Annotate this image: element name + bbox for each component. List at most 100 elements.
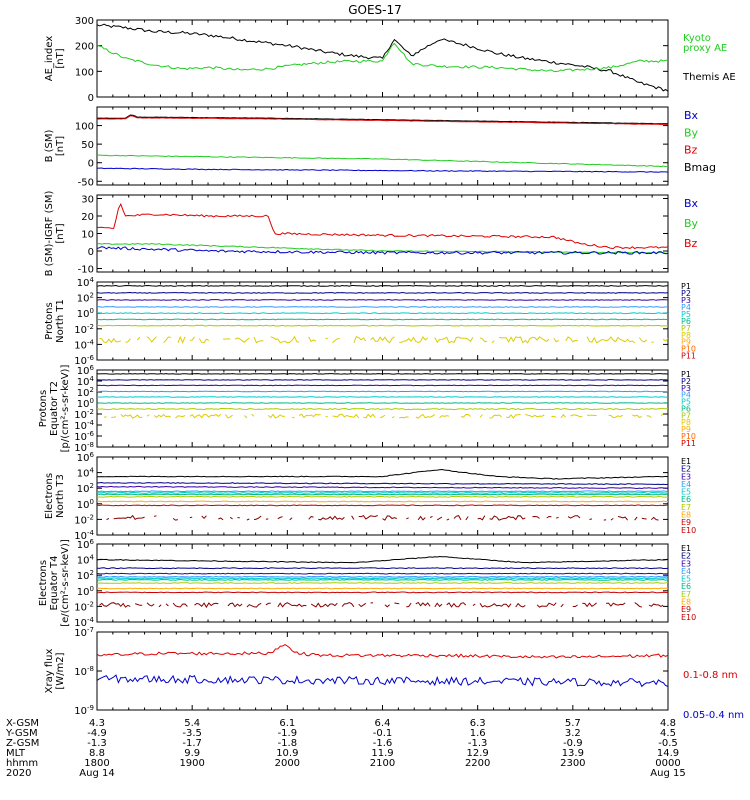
y-tick-label: 10-4: [74, 338, 94, 351]
legend-item: E4: [681, 480, 691, 489]
series-line-E3: [97, 485, 668, 490]
legend-item: P11: [681, 352, 696, 361]
y-tick-label: 10-8: [74, 665, 94, 678]
y-tick-label: 10-2: [74, 600, 94, 613]
x-axis-value: 9.9: [184, 748, 200, 759]
legend-item: E5: [681, 575, 691, 584]
y-tick-label: 0: [88, 159, 94, 170]
y-tick-label: 10-9: [74, 704, 94, 717]
legend-item: P10: [681, 345, 696, 354]
series-line-P1: [97, 284, 668, 287]
legend-item: E2: [681, 552, 691, 561]
legend-item: By: [684, 217, 699, 230]
x-axis-value: 6.1: [279, 718, 295, 729]
y-axis-label: North T3: [55, 474, 66, 518]
y-axis-label: [p/(cm²-s-sr-keV)]: [60, 365, 71, 453]
y-tick-label: 20: [81, 212, 94, 223]
legend-item: P2: [681, 289, 691, 298]
legend-item: E6: [681, 582, 691, 591]
y-tick-label: 10-4: [74, 616, 94, 629]
y-tick-label: 10-2: [74, 513, 94, 526]
panel-frame: [96, 106, 669, 186]
series-line-P7: [97, 324, 668, 327]
panel-legend: 0.1-0.8 nm 0.05-0.4 nm: [683, 670, 744, 721]
y-tick-label: 10: [81, 230, 94, 241]
x-axis-value: -1.9: [278, 728, 298, 739]
series-line-E6: [97, 578, 668, 581]
legend-item: P11: [681, 439, 696, 448]
x-axis-value: 5.4: [184, 718, 200, 729]
x-axis-value: 1800: [84, 758, 109, 769]
series-line-Bx: [97, 167, 668, 173]
series-line-P8: [103, 413, 664, 419]
series-line-E7: [97, 495, 668, 498]
legend-item: P5: [681, 398, 691, 407]
x-axis-value: 6.4: [375, 718, 391, 729]
panel-bigrf: -10 0 10 20 30 B (SM)-IGRF (SM) [nT] Bx By Bz: [44, 191, 699, 277]
legend-item: P7: [681, 411, 691, 420]
panel-frame: [96, 194, 669, 273]
legend-item: Bx: [684, 109, 699, 122]
series-line-E2: [97, 481, 668, 486]
x-axis-value: 12.9: [467, 748, 489, 759]
legend-item: P10: [681, 432, 696, 441]
y-tick-label: 100: [77, 397, 94, 410]
series-group: [97, 202, 668, 255]
legend-item: Bz: [684, 144, 698, 157]
series-group: [97, 284, 668, 345]
series-line-E5: [97, 491, 668, 494]
y-tick-label: 106: [77, 364, 95, 377]
series-line-P5: [97, 312, 668, 315]
legend-item: P6: [681, 404, 691, 413]
y-tick-label: 10-4: [74, 419, 94, 432]
y-tick-label: -50: [78, 177, 94, 188]
legend-item: E1: [681, 457, 691, 466]
y-axis-label: AE_index: [44, 36, 55, 82]
y-axis-label: [W/m2]: [55, 652, 66, 689]
y-tick-label: 104: [77, 375, 95, 388]
legend-item: 0.05-0.4 nm: [683, 710, 744, 721]
x-axis-value: 4.3: [89, 718, 105, 729]
panel-bsm: -50 0 50 100 B (SM) [nT] Bx By Bz Bmag: [44, 106, 716, 188]
legend-item: P7: [681, 324, 691, 333]
y-tick-label: 10-8: [74, 441, 94, 454]
y-tick-label: 106: [77, 538, 95, 551]
series-line-P6: [97, 402, 668, 404]
y-tick-label: 10-6: [74, 354, 94, 367]
y-tick-label: 0: [88, 93, 94, 104]
series-line-E9: [97, 591, 668, 594]
plot-title: GOES-17: [348, 3, 402, 17]
y-tick-label: 102: [77, 569, 94, 582]
legend-item: P9: [681, 338, 691, 347]
y-axis-label: Equator T2: [49, 381, 60, 436]
series-line-E10: [99, 601, 664, 609]
legend-item: P6: [681, 317, 691, 326]
x-axis-value: 2000: [275, 758, 300, 769]
legend-item: E8: [681, 511, 691, 520]
y-tick-label: -10: [78, 265, 94, 276]
x-axis-value: -1.7: [182, 738, 202, 749]
legend-item: P1: [681, 370, 691, 379]
y-tick-label: 100: [77, 498, 94, 511]
y-tick-label: 104: [77, 554, 95, 567]
series-line-E1: [97, 555, 668, 564]
x-axis-row-label: MLT: [6, 748, 26, 759]
y-tick-label: 10-2: [74, 323, 94, 336]
legend-item: P1: [681, 282, 691, 291]
x-axis-value: -1.6: [373, 738, 393, 749]
x-axis-value: -3.5: [182, 728, 202, 739]
series-line-E1: [97, 468, 668, 480]
legend-item: 0.1-0.8 nm: [683, 670, 738, 681]
legend-item: E4: [681, 567, 691, 576]
x-axis-value: Aug 15: [650, 768, 685, 779]
x-axis-value: 4.5: [660, 728, 676, 739]
series-line-Bmag: [97, 114, 668, 125]
series-line-E8: [97, 500, 668, 503]
series-line-By: [97, 154, 668, 168]
legend-item: E6: [681, 495, 691, 504]
